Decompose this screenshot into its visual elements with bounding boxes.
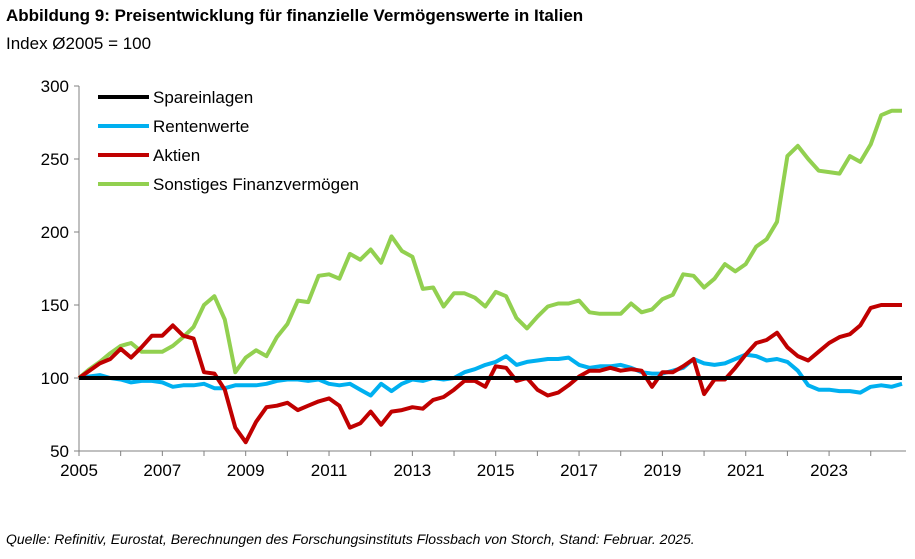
series-layer xyxy=(77,108,903,445)
x-tick-label: 2005 xyxy=(60,461,98,480)
y-tick-label: 50 xyxy=(50,442,69,461)
x-tick-label: 2023 xyxy=(810,461,848,480)
series-line-aktien xyxy=(77,303,902,445)
legend-label: Rentenwerte xyxy=(153,117,249,136)
y-tick-label: 100 xyxy=(41,369,69,388)
chart-title: Abbildung 9: Preisentwicklung für finanz… xyxy=(6,6,584,25)
chart-subtitle: Index Ø2005 = 100 xyxy=(6,34,152,53)
legend-label: Sonstiges Finanzvermögen xyxy=(153,175,359,194)
x-tick-label: 2009 xyxy=(227,461,265,480)
y-tick-label: 200 xyxy=(41,223,69,242)
x-tick-label: 2007 xyxy=(143,461,181,480)
x-tick-label: 2015 xyxy=(477,461,515,480)
legend-label: Spareinlagen xyxy=(153,88,253,107)
x-tick-label: 2013 xyxy=(393,461,431,480)
x-tick-label: 2021 xyxy=(727,461,765,480)
x-tick-label: 2017 xyxy=(560,461,598,480)
y-tick-label: 250 xyxy=(41,150,69,169)
y-tick-label: 300 xyxy=(41,77,69,96)
legend: Spareinlagen Rentenwerte Aktien Sonstiges F… xyxy=(98,88,359,194)
series-line-rentenwerte xyxy=(78,352,903,398)
x-tick-label: 2019 xyxy=(643,461,681,480)
x-tick-label: 2011 xyxy=(311,461,348,480)
y-tick-label: 150 xyxy=(41,296,69,315)
source-note: Quelle: Refinitiv, Eurostat, Berechnunge… xyxy=(6,531,695,547)
legend-label: Aktien xyxy=(153,146,200,165)
series-line-sonstiges-finanzvermögen xyxy=(77,108,902,380)
